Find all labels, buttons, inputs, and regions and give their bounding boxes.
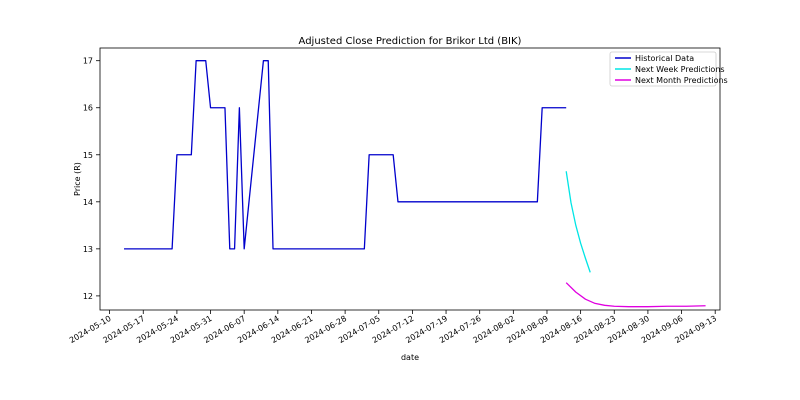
x-axis-label: date <box>401 353 419 362</box>
y-tick-label: 14 <box>83 198 93 207</box>
legend-label-historical-data: Historical Data <box>635 54 694 63</box>
y-axis-label: Price (R) <box>73 162 82 196</box>
y-tick-label: 12 <box>83 292 93 301</box>
legend: Historical Data Next Week Predictions Next… <box>609 51 728 87</box>
series-line-next-week-predictions <box>565 171 591 273</box>
series-line-next-month-predictions <box>565 282 706 308</box>
y-tick-label: 13 <box>83 245 93 254</box>
series-lines <box>124 60 706 308</box>
series-line-historical-data <box>124 60 567 250</box>
legend-label-next-week-predictions: Next Week Predictions <box>635 65 725 74</box>
y-axis-ticks: 12 13 14 15 16 17 <box>83 57 100 301</box>
legend-label-next-month-predictions: Next Month Predictions <box>635 76 728 85</box>
plot-area <box>99 47 721 311</box>
x-axis-ticks: 2024-05-102024-05-172024-05-242024-05-31… <box>68 310 718 345</box>
y-tick-label: 17 <box>83 57 93 66</box>
y-tick-label: 16 <box>83 104 93 113</box>
y-tick-label: 15 <box>83 151 93 160</box>
chart-title: Adjusted Close Prediction for Brikor Ltd… <box>299 36 522 47</box>
legend-box <box>609 51 717 87</box>
